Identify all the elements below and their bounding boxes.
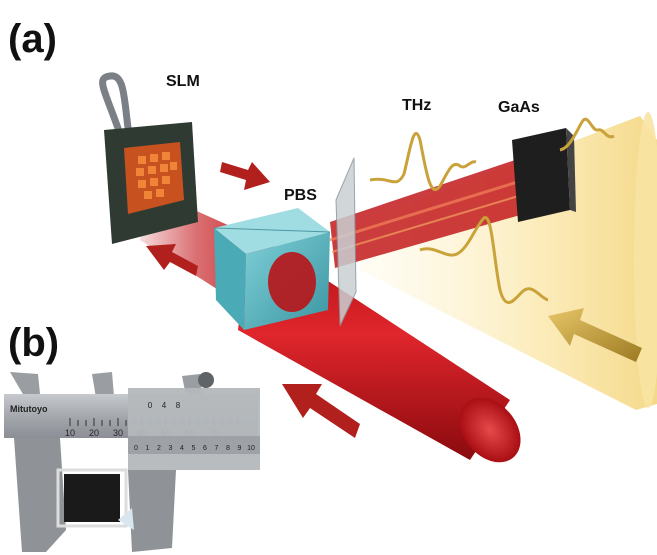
caliper-scale-number: 0 bbox=[148, 401, 153, 410]
slm-pixel-array bbox=[136, 152, 177, 199]
arrow-input-beam bbox=[282, 384, 360, 438]
slm-device bbox=[99, 72, 198, 244]
pump-beam-to-gaas bbox=[329, 150, 555, 268]
thz-label: THz bbox=[402, 97, 431, 114]
caliper-lock-screw bbox=[198, 372, 214, 388]
caliper-scale-number: 7 bbox=[215, 445, 219, 452]
pbs-label: PBS bbox=[284, 187, 317, 204]
gaas-crystal bbox=[512, 128, 576, 222]
caliper-scale-number: 4 bbox=[162, 401, 167, 410]
thz-waveform-probe bbox=[419, 216, 549, 304]
slm-label: SLM bbox=[166, 73, 200, 90]
caliper-scale-number: 4 bbox=[180, 445, 184, 452]
caliper-scale-number: 1 bbox=[146, 445, 150, 452]
caliper-scale-number: 9 bbox=[238, 445, 242, 452]
arrow-to-pbs bbox=[220, 162, 270, 190]
caliper-scale-number: 30 bbox=[113, 428, 123, 438]
arrow-to-slm bbox=[146, 244, 198, 276]
caliper-scale-number: 2 bbox=[157, 445, 161, 452]
panel-b-label: (b) bbox=[8, 321, 59, 365]
caliper-scale-number: 8 bbox=[226, 445, 230, 452]
caliper-scale-number: 10 bbox=[65, 428, 75, 438]
caliper-scale-number: 20 bbox=[89, 428, 99, 438]
caliper-scale-number: 8 bbox=[176, 401, 181, 410]
caliper-scale-number: 3 bbox=[169, 445, 173, 452]
pbs-cube bbox=[213, 208, 331, 330]
beam-splitter-plate bbox=[335, 157, 357, 327]
caliper-vernier-slide bbox=[128, 388, 260, 470]
caliper-vernier-numbers: 0 1 2 3 4 5 6 7 8 9 10 bbox=[134, 445, 255, 452]
caliper-scale-number: 10 bbox=[247, 445, 255, 452]
panel-a-label: (a) bbox=[8, 17, 57, 61]
gaas-sample bbox=[64, 474, 120, 522]
caliper-scale-number: 0 bbox=[134, 445, 138, 452]
arrow-probe-input bbox=[548, 308, 642, 362]
thz-waveform-main bbox=[369, 131, 477, 191]
caliper-scale-number: 6 bbox=[203, 445, 207, 452]
thz-waveform-emitted bbox=[559, 117, 615, 152]
gaas-label: GaAs bbox=[498, 99, 540, 116]
caliper-scale-number: 5 bbox=[192, 445, 196, 452]
caliper-brand: Mitutoyo bbox=[10, 404, 48, 414]
